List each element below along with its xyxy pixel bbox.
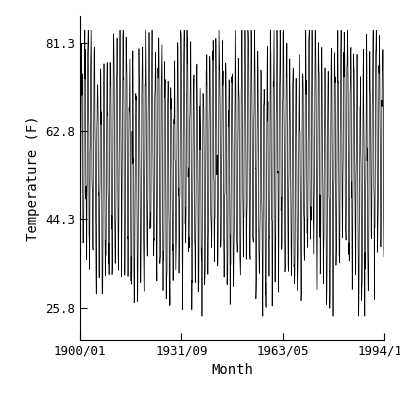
X-axis label: Month: Month: [211, 364, 253, 378]
Y-axis label: Temperature (F): Temperature (F): [26, 115, 40, 241]
